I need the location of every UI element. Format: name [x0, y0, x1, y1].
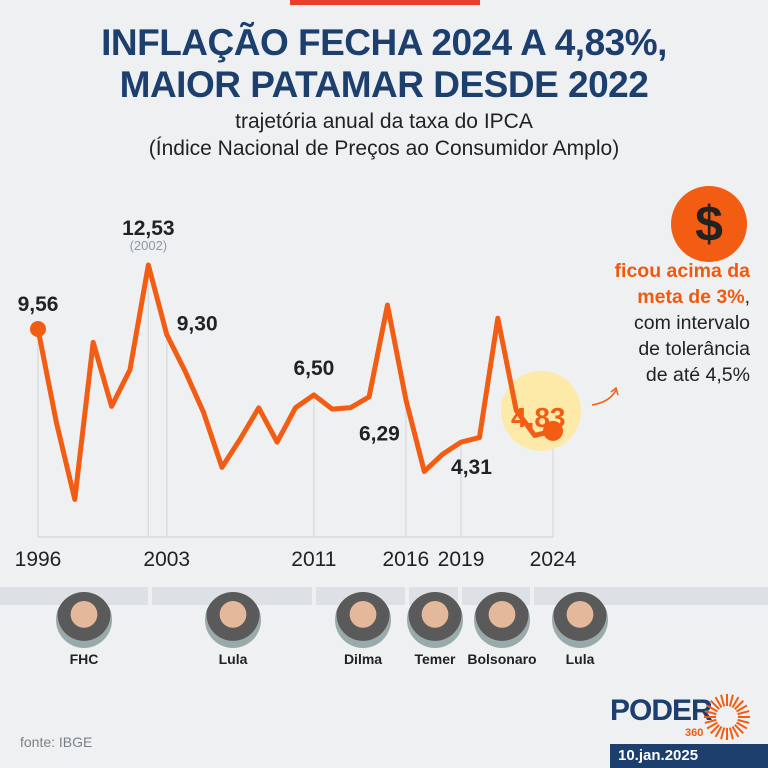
- brand-logo: PODER: [610, 694, 713, 727]
- president-name: FHC: [69, 651, 99, 667]
- callout-arrow-icon: [591, 389, 617, 406]
- x-tick-label: 1996: [15, 548, 62, 571]
- dollar-icon: $: [671, 186, 747, 262]
- avatar: [552, 592, 608, 648]
- president-name: Bolsonaro: [467, 651, 537, 667]
- president-name: Lula: [218, 651, 248, 667]
- x-tick-label: 2003: [143, 548, 190, 571]
- x-tick-label: 2016: [382, 548, 429, 571]
- president-name: Dilma: [343, 651, 383, 667]
- callout-text: ficou acima da meta de 3%, com intervalo…: [615, 258, 750, 388]
- start-point-marker: [30, 320, 46, 337]
- data-label-2003: 9,30: [177, 313, 218, 336]
- top-accent-bar: [290, 0, 480, 5]
- data-label-2016: 6,29: [359, 422, 400, 445]
- president-name: Lula: [565, 651, 595, 667]
- callout-highlight-1: ficou acima da: [614, 260, 750, 282]
- subtitle: trajetória anual da taxa do IPCA (Índice…: [0, 108, 768, 162]
- president-fhc: FHC: [44, 592, 124, 667]
- data-label-2002: 12,53: [122, 217, 175, 240]
- president-lula-2: Lula: [540, 592, 620, 667]
- president-bolsonaro: Bolsonaro: [462, 592, 542, 667]
- callout-comma: ,: [744, 286, 750, 308]
- source-note: fonte: IBGE: [20, 734, 93, 750]
- ipca-line-chart: 1996 2003 2011 2016 2019 2024 9,56 12,53(2002) 9…: [15, 217, 619, 571]
- avatar: [335, 592, 391, 648]
- president-name: Temer: [414, 651, 456, 667]
- callout-line-5: de até 4,5%: [645, 364, 750, 386]
- avatar: [56, 592, 112, 648]
- avatar: [205, 592, 261, 648]
- brand-logo-sub: 360: [685, 727, 704, 739]
- sun-logo-icon: [704, 694, 750, 740]
- page-title: INFLAÇÃO FECHA 2024 A 4,83%, MAIOR PATAM…: [0, 22, 768, 106]
- president-dilma: Dilma: [323, 592, 403, 667]
- data-label-2024: 4,83: [511, 402, 566, 433]
- avatar: [474, 592, 530, 648]
- data-sublabel-2002: (2002): [130, 238, 168, 253]
- subtitle-line-1: trajetória anual da taxa do IPCA: [235, 110, 533, 133]
- callout-arrowhead-icon: [610, 386, 619, 396]
- title-line-2: MAIOR PATAMAR DESDE 2022: [119, 64, 649, 105]
- data-label-1996: 9,56: [18, 293, 59, 316]
- callout-line-3: com intervalo: [634, 312, 750, 334]
- president-temer: Temer: [395, 592, 475, 667]
- publish-date: 10.jan.2025: [610, 744, 768, 768]
- avatar: [407, 592, 463, 648]
- callout-line-4: de tolerância: [638, 338, 750, 360]
- callout-highlight-2: meta de 3%: [637, 286, 745, 308]
- x-tick-label: 2011: [291, 548, 336, 571]
- end-point-marker: [543, 420, 563, 441]
- title-line-1: INFLAÇÃO FECHA 2024 A 4,83%,: [101, 22, 667, 63]
- x-tick-label: 2019: [438, 548, 485, 571]
- subtitle-line-2: (Índice Nacional de Preços ao Consumidor…: [148, 137, 620, 160]
- president-lula-1: Lula: [193, 592, 273, 667]
- data-label-2019: 4,31: [451, 456, 492, 479]
- data-label-2011: 6,50: [293, 357, 334, 380]
- x-tick-label: 2024: [530, 548, 577, 571]
